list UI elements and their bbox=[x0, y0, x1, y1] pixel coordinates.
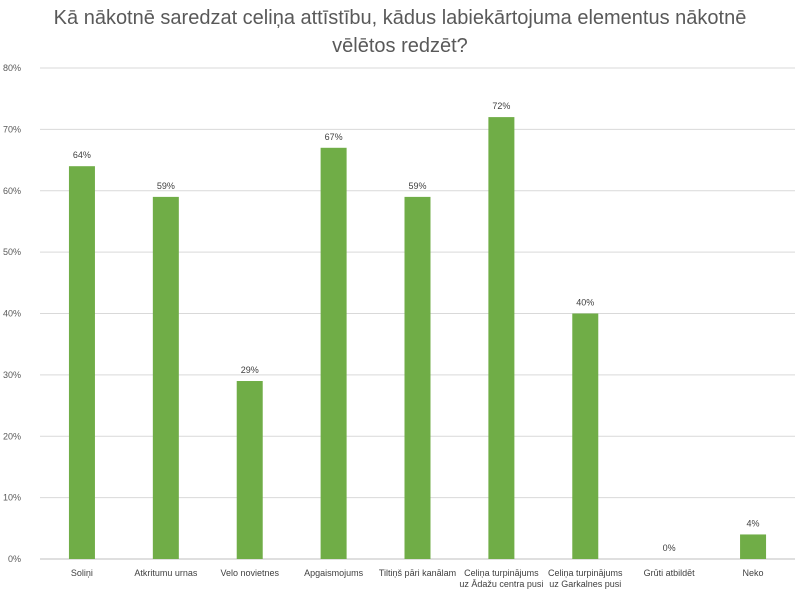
bar bbox=[740, 534, 767, 559]
data-label: 64% bbox=[73, 150, 91, 160]
y-tick-label: 0% bbox=[8, 554, 21, 564]
chart-title: Kā nākotnē saredzat celiņa attīstību, kā… bbox=[53, 7, 747, 57]
data-label: 67% bbox=[325, 132, 343, 142]
bar bbox=[572, 313, 599, 559]
bar bbox=[236, 381, 263, 559]
y-tick-label: 30% bbox=[3, 370, 21, 380]
category-label: uz Garkalnes pusi bbox=[549, 579, 621, 589]
category-label: Apgaismojums bbox=[304, 568, 364, 578]
category-label: Atkritumu urnas bbox=[134, 568, 198, 578]
data-label: 72% bbox=[492, 101, 510, 111]
y-tick-label: 60% bbox=[3, 186, 21, 196]
data-label: 40% bbox=[576, 298, 594, 308]
y-tick-label: 80% bbox=[3, 63, 21, 73]
bar bbox=[68, 166, 95, 559]
y-tick-label: 70% bbox=[3, 124, 21, 134]
category-label: Neko bbox=[743, 568, 764, 578]
data-label: 59% bbox=[157, 181, 175, 191]
bar bbox=[320, 147, 347, 559]
bar bbox=[152, 196, 179, 559]
category-label: Grūti atbildēt bbox=[644, 568, 696, 578]
bar bbox=[488, 117, 515, 559]
category-label: Celiņa turpinājums bbox=[548, 568, 623, 578]
category-label: Velo novietnes bbox=[220, 568, 279, 578]
y-tick-label: 10% bbox=[3, 493, 21, 503]
category-label: uz Ādažu centra pusi bbox=[459, 579, 543, 589]
y-tick-label: 40% bbox=[3, 309, 21, 319]
data-label: 59% bbox=[408, 181, 426, 191]
y-tick-label: 50% bbox=[3, 247, 21, 257]
data-label: 4% bbox=[747, 518, 760, 528]
category-label: Tiltiņš pāri kanālam bbox=[379, 568, 456, 578]
bar bbox=[404, 196, 431, 559]
data-label: 29% bbox=[241, 365, 259, 375]
category-label: Soliņi bbox=[71, 568, 93, 578]
y-tick-label: 20% bbox=[3, 431, 21, 441]
category-label: Celiņa turpinājums bbox=[464, 568, 539, 578]
data-label: 0% bbox=[663, 543, 676, 553]
